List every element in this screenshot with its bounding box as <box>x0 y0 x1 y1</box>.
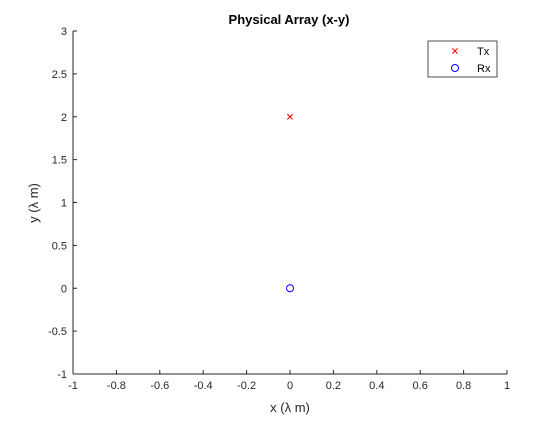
y-tick-label: 2 <box>61 112 67 124</box>
y-tick-label: -0.5 <box>48 326 67 338</box>
y-axis-label: y (λ m) <box>26 183 41 223</box>
legend: Tx Rx <box>427 40 498 78</box>
y-tick-label: 0.5 <box>52 240 67 252</box>
legend-box <box>427 40 498 78</box>
x-tick-label: -1 <box>68 380 78 392</box>
x-tick-label: 0.2 <box>326 380 341 392</box>
y-tick-label: 3 <box>61 26 67 38</box>
x-tick-label: 0.6 <box>413 380 428 392</box>
legend-marker-rx <box>451 64 459 72</box>
data-point-tx <box>287 113 293 120</box>
axis-ticks: -1 -0.8 -0.6 -0.4 -0.2 0 0.2 0.4 0.6 0.8 1 -1 -0.5 0 0… <box>48 26 510 392</box>
data-point-rx <box>286 284 294 293</box>
x-tick-label: 1 <box>504 380 510 392</box>
x-tick-label: -0.8 <box>107 380 126 392</box>
x-tick-label: -0.6 <box>150 380 169 392</box>
x-axis-label: x (λ m) <box>270 400 310 415</box>
x-tick-label: 0.4 <box>369 380 384 392</box>
y-tick-label: 1 <box>61 198 67 210</box>
marker-stroke <box>287 113 293 120</box>
legend-label-tx: Tx <box>477 46 490 58</box>
legend-marker-tx <box>452 48 458 54</box>
y-tick-label: 0 <box>61 283 67 295</box>
chart-title: Physical Array (x-y) <box>229 12 350 27</box>
legend-label-rx: Rx <box>477 63 491 75</box>
data-marks <box>286 113 294 293</box>
y-tick-label: 2.5 <box>52 69 67 81</box>
y-tick-label: -1 <box>57 369 67 381</box>
x-tick-label: -0.4 <box>194 380 213 392</box>
marker-stroke <box>452 48 458 54</box>
x-tick-label: 0.8 <box>456 380 471 392</box>
x-tick-label: 0 <box>287 380 293 392</box>
y-tick-label: 1.5 <box>52 155 67 167</box>
x-tick-label: -0.2 <box>237 380 256 392</box>
plot-area <box>73 31 507 374</box>
